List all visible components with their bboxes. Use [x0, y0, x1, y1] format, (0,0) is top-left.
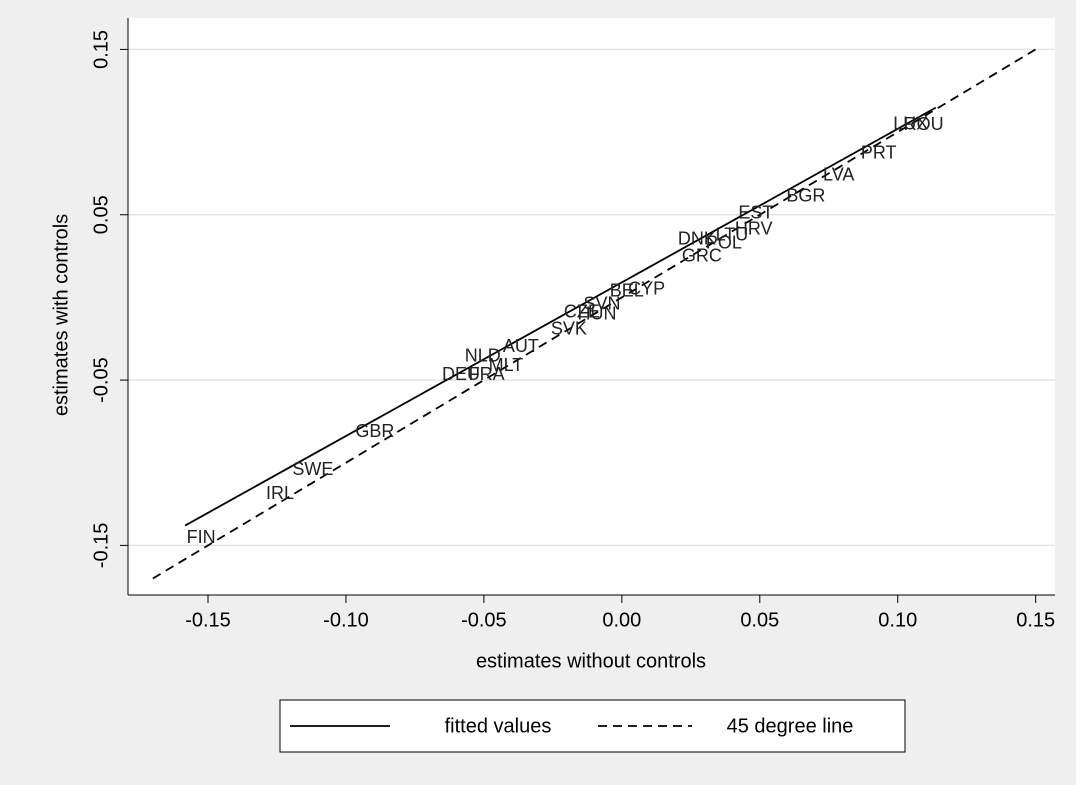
x-tick-label: -0.05 [461, 609, 507, 631]
point-label: LUX [893, 113, 928, 133]
point-label: PRT [861, 142, 897, 162]
point-label: LVA [823, 164, 854, 184]
legend-label: fitted values [445, 715, 552, 737]
y-tick-label: -0.15 [90, 523, 112, 569]
x-tick-label: -0.10 [323, 609, 369, 631]
point-label: BGR [786, 185, 825, 205]
point-label: IRL [266, 483, 294, 503]
x-tick-label: 0.05 [740, 609, 779, 631]
point-label: SVK [551, 319, 587, 339]
legend-label: 45 degree line [727, 715, 854, 737]
point-label: SVN [583, 294, 620, 314]
x-tick-label: 0.15 [1016, 609, 1055, 631]
y-axis-title: estimates with controls [50, 214, 72, 416]
point-label: POL [706, 233, 742, 253]
x-tick-label: 0.00 [602, 609, 641, 631]
point-label: EST [738, 203, 773, 223]
point-label: GBR [355, 421, 394, 441]
point-label: FIN [187, 527, 216, 547]
x-tick-label: 0.10 [878, 609, 917, 631]
plot-area [128, 18, 1055, 595]
point-label: ROU [904, 114, 944, 134]
series-line [152, 48, 1037, 580]
y-tick-label: 0.05 [90, 195, 112, 234]
point-label: GRC [682, 246, 722, 266]
series-line [184, 106, 937, 527]
point-label: BEL [610, 281, 644, 301]
point-label: HRV [735, 218, 773, 238]
point-label: NLD [465, 346, 501, 366]
point-label: AUT [503, 336, 539, 356]
point-label: CZE [564, 302, 600, 322]
point-label: MLT [489, 355, 524, 375]
x-axis-title: estimates without controls [476, 650, 706, 672]
point-label: LTU [716, 224, 749, 244]
y-tick-label: -0.05 [90, 357, 112, 403]
point-label: HUN [578, 304, 617, 324]
point-label: DEU [442, 364, 480, 384]
point-label: DNK [678, 229, 716, 249]
x-tick-label: -0.15 [185, 609, 231, 631]
y-tick-label: 0.15 [90, 30, 112, 69]
point-label: SWE [292, 459, 333, 479]
point-label: CYP [628, 279, 665, 299]
point-label: FRA [469, 364, 505, 384]
